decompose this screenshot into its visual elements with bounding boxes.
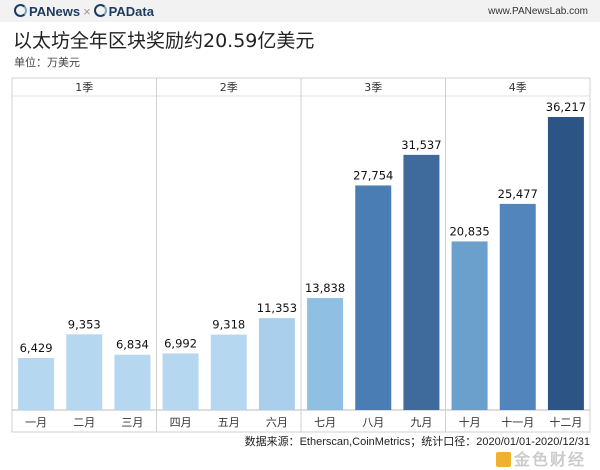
bar-6: [258, 318, 295, 410]
bar-5: [210, 334, 247, 410]
month-label: 六月: [266, 416, 288, 429]
month-label: 三月: [121, 416, 143, 429]
bar-11: [499, 203, 536, 410]
bar-chart: 1季 2季 3季 4季 6,429 一月 9,353 二月 6,834 三月 6,992 四月 9,31…: [11, 77, 591, 433]
watermark-text: 金色财经: [513, 450, 586, 469]
watermark-logo: 金色财经: [495, 450, 586, 469]
site-url: www.PANewsLab.com: [488, 6, 588, 17]
month-label: 二月: [73, 416, 95, 429]
quarter-label: 3季: [364, 81, 382, 94]
data-label: 9,353: [68, 317, 101, 331]
quarter-label: 2季: [220, 81, 238, 94]
chart-title: 以太坊全年区块奖励约20.59亿美元: [13, 30, 315, 52]
month-label: 七月: [314, 416, 336, 429]
top-bar: PANews × PAData www.PANewsLab.com: [0, 0, 600, 22]
panews-logo-icon: [14, 4, 27, 17]
data-label: 25,477: [498, 187, 538, 201]
quarter-label: 1季: [75, 81, 93, 94]
data-label: 6,429: [20, 341, 53, 355]
brand-logos: PANews × PAData: [14, 4, 154, 19]
bar-2: [66, 334, 103, 410]
data-label: 9,318: [212, 318, 245, 332]
padata-logo-icon: [93, 4, 107, 17]
bar-9: [403, 154, 440, 410]
source-note: 数据来源：Etherscan,CoinMetrics；统计口径：2020/01/…: [244, 436, 590, 448]
month-label: 一月: [25, 416, 47, 429]
month-label: 十二月: [549, 415, 582, 429]
brand-padata: PAData: [108, 4, 154, 19]
bar-10: [451, 241, 488, 410]
bar-1: [18, 357, 55, 410]
brand-panews: PANews: [29, 4, 81, 19]
watermark-icon: [495, 452, 511, 467]
data-label: 27,754: [353, 168, 393, 182]
month-label: 十一月: [501, 415, 534, 429]
data-label: 36,217: [546, 100, 586, 114]
data-label: 31,537: [401, 138, 441, 152]
brand-separator: ×: [83, 4, 91, 19]
bar-12: [547, 117, 584, 410]
month-label: 九月: [410, 416, 432, 429]
data-label: 11,353: [257, 301, 297, 315]
data-label: 6,992: [164, 336, 197, 350]
data-label: 20,835: [449, 224, 489, 238]
bar-8: [355, 185, 392, 410]
bar-7: [307, 298, 344, 410]
unit-label: 单位：万美元: [14, 56, 80, 69]
month-label: 五月: [218, 416, 240, 429]
data-label: 13,838: [305, 281, 345, 295]
quarter-label: 4季: [509, 81, 527, 94]
month-label: 十月: [459, 415, 481, 429]
bar-3: [114, 354, 151, 410]
month-label: 四月: [170, 416, 192, 429]
data-label: 6,834: [116, 338, 149, 352]
month-label: 八月: [362, 416, 384, 429]
bar-4: [162, 353, 199, 410]
